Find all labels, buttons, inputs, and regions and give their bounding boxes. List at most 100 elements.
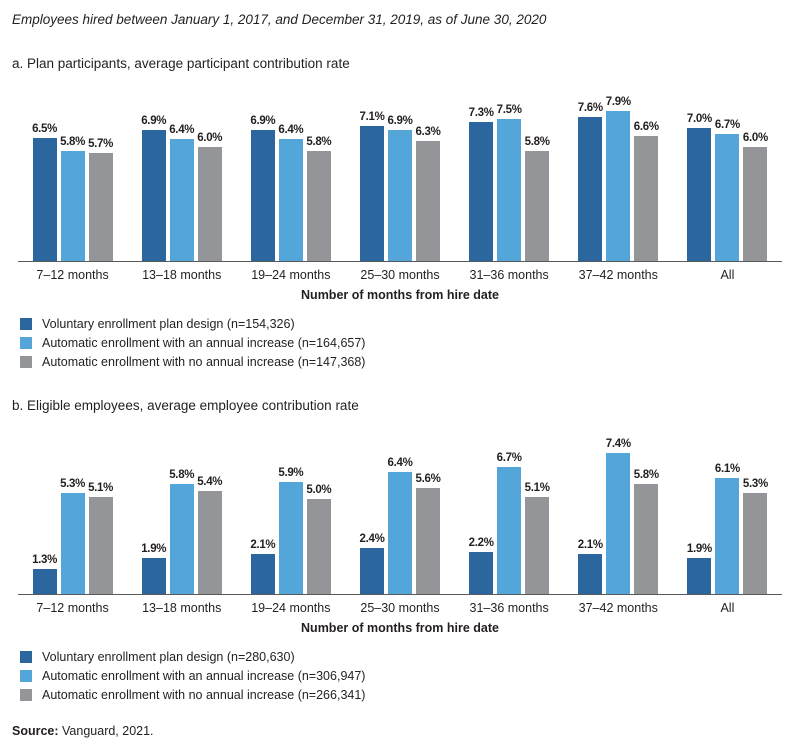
bar <box>278 481 303 594</box>
bar-value-label: 2.1% <box>250 539 276 552</box>
bar-column: 5.0% <box>306 484 332 594</box>
bar-value-label: 5.0% <box>306 484 332 496</box>
bar-column: 6.4% <box>278 124 304 261</box>
bar <box>687 557 712 594</box>
bar-column: 7.0% <box>687 113 712 261</box>
bar-column: 7.5% <box>497 104 522 261</box>
legend-item: Voluntary enrollment plan design (n=280,… <box>20 650 788 664</box>
bar-column: 5.3% <box>742 478 768 594</box>
bar-value-label: 5.6% <box>415 472 441 485</box>
bar-column: 5.7% <box>88 137 114 261</box>
x-tick-label: 37–42 months <box>578 268 658 282</box>
x-tick-label: 7–12 months <box>36 601 109 615</box>
legend-item: Automatic enrollment with an annual incr… <box>20 336 788 350</box>
bar-column: 2.2% <box>468 537 494 594</box>
bar-column: 5.1% <box>525 482 550 594</box>
bar-column: 5.8% <box>169 469 195 594</box>
bar-value-label: 6.0% <box>742 132 768 144</box>
plot-area: 1.3% 5.3% 5.1% 1.9% 5.8% 5.4% 2.1% 5.9% 5.0% 2.4%… <box>18 432 782 594</box>
bar-column: 5.8% <box>60 136 85 261</box>
section-b-title: b. Eligible employees, average employee … <box>12 398 359 413</box>
bar-value-label: 2.4% <box>359 533 385 546</box>
bar <box>497 466 522 594</box>
bar <box>278 139 303 261</box>
x-axis-line <box>18 261 782 262</box>
bar-group: 6.9% 6.4% 6.0% <box>141 114 223 261</box>
bar <box>250 554 275 594</box>
bar-value-label: 5.8% <box>524 135 550 148</box>
x-tick-label: All <box>720 601 735 615</box>
bar <box>197 147 222 261</box>
figure-title: Employees hired between January 1, 2017,… <box>12 12 547 27</box>
figure: Employees hired between January 1, 2017,… <box>12 12 788 738</box>
bar-value-label: 2.1% <box>577 539 603 552</box>
x-axis-line <box>18 594 782 595</box>
legend-item: Automatic enrollment with no annual incr… <box>20 355 788 369</box>
bar-column: 5.8% <box>524 135 550 261</box>
bar-column: 5.4% <box>197 476 223 594</box>
bar-column: 5.9% <box>278 467 304 594</box>
bar-value-label: 5.7% <box>88 137 114 150</box>
legend-label: Voluntary enrollment plan design (n=280,… <box>42 650 295 664</box>
bar <box>578 554 603 594</box>
bar <box>715 133 740 261</box>
bar <box>606 110 631 261</box>
bar-group: 2.4% 6.4% 5.6% <box>359 457 441 594</box>
bar-column: 2.4% <box>359 533 385 594</box>
bar <box>743 493 768 594</box>
bar-column: 6.0% <box>742 132 768 261</box>
bar <box>525 497 550 594</box>
bar-column: 5.6% <box>415 472 441 594</box>
bar-value-label: 6.1% <box>714 463 740 476</box>
legend-item: Voluntary enrollment plan design (n=154,… <box>20 317 788 331</box>
bar-group: 2.2% 6.7% 5.1% <box>468 452 550 594</box>
legend-swatch-icon <box>20 670 32 682</box>
x-tick-label: 25–30 months <box>360 601 440 615</box>
bar <box>169 139 194 261</box>
bar-value-label: 6.4% <box>278 124 304 137</box>
bar-column: 5.1% <box>88 482 113 594</box>
legend-swatch-icon <box>20 318 32 330</box>
legend-a: Voluntary enrollment plan design (n=154,… <box>20 317 788 369</box>
bar-column: 5.8% <box>633 468 659 594</box>
bar <box>88 497 113 594</box>
bar <box>88 152 113 261</box>
x-tick-label: 37–42 months <box>578 601 658 615</box>
bar-value-label: 1.9% <box>686 542 712 555</box>
bar <box>469 552 494 594</box>
bar-value-label: 1.3% <box>32 554 58 567</box>
legend-swatch-icon <box>20 356 32 368</box>
bar-value-label: 7.4% <box>605 438 631 451</box>
plot-area: 6.5% 5.8% 5.7% 6.9% 6.4% 6.0% 6.9% 6.4% 5.8% 7.1%… <box>18 90 782 261</box>
bar-group: 6.9% 6.4% 5.8% <box>250 114 332 261</box>
x-tick-label: 25–30 months <box>360 268 440 282</box>
bar-group: 1.3% 5.3% 5.1% <box>32 478 113 594</box>
bar-value-label: 6.9% <box>387 114 413 127</box>
bar <box>359 126 384 261</box>
source-label: Source: <box>12 724 59 738</box>
bar <box>359 548 384 594</box>
bar <box>60 493 85 594</box>
chart-section-a: a. Plan participants, average participan… <box>12 56 788 369</box>
bar <box>578 116 603 261</box>
x-tick-label: 31–36 months <box>469 601 549 615</box>
bar-value-label: 5.3% <box>742 478 768 491</box>
bar <box>169 483 194 594</box>
bar-value-label: 5.8% <box>306 135 332 148</box>
bar <box>634 135 659 261</box>
bar-column: 1.9% <box>686 542 712 594</box>
x-tick-label: All <box>720 268 735 282</box>
x-tick-label: 7–12 months <box>36 268 109 282</box>
x-tick-label: 19–24 months <box>251 268 331 282</box>
bar-value-label: 5.8% <box>633 468 659 481</box>
bar-column: 7.9% <box>606 96 631 261</box>
legend-label: Automatic enrollment with no annual incr… <box>42 355 366 369</box>
bar-value-label: 2.2% <box>468 537 494 550</box>
bar-column: 6.0% <box>197 132 223 261</box>
bar-value-label: 6.9% <box>141 114 167 127</box>
bar <box>469 122 494 261</box>
x-tick-label: 19–24 months <box>251 601 331 615</box>
bar <box>141 129 166 261</box>
bar-value-label: 6.9% <box>250 114 276 127</box>
bar-column: 5.3% <box>60 478 85 594</box>
